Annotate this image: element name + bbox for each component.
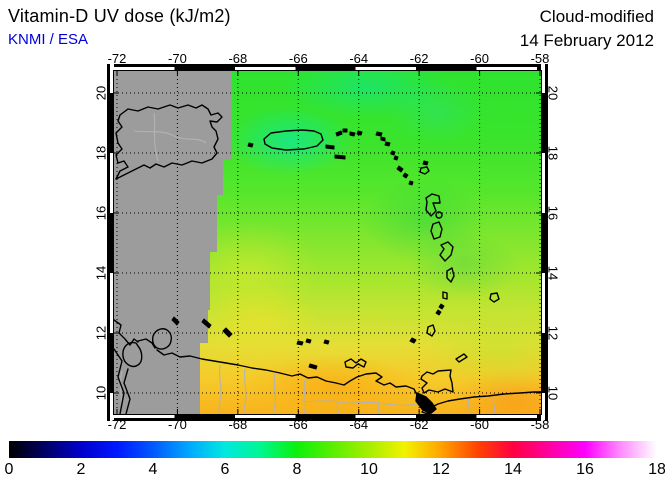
map-frame-top bbox=[107, 64, 548, 71]
puerto-rico-coast bbox=[263, 129, 324, 151]
grenada-coast bbox=[426, 324, 436, 337]
lon-label: -58 bbox=[530, 51, 550, 66]
trinidad-coast bbox=[420, 369, 454, 394]
venezuela-coast bbox=[156, 349, 418, 396]
lat-label: 12 bbox=[93, 325, 109, 341]
lake-maracaibo bbox=[122, 341, 143, 368]
lon-label: -62 bbox=[409, 51, 429, 66]
source-credit: KNMI / ESA bbox=[8, 31, 89, 48]
colorbar-tick-label: 10 bbox=[360, 461, 378, 478]
colorbar-tick-label: 2 bbox=[76, 461, 86, 478]
colorbar-tick-label: 4 bbox=[148, 461, 158, 478]
lat-label: 16 bbox=[93, 205, 109, 221]
lon-label: -62 bbox=[409, 417, 429, 432]
lon-label: -64 bbox=[349, 51, 369, 66]
map-frame-bottom bbox=[107, 414, 548, 421]
lat-label: 16 bbox=[545, 205, 561, 221]
margarita-coast bbox=[344, 358, 367, 369]
page-title: Vitamin-D UV dose (kJ/m2) bbox=[8, 6, 231, 26]
guyana-coast bbox=[429, 391, 541, 409]
rivers-layer bbox=[119, 112, 496, 414]
lon-label: -68 bbox=[228, 51, 248, 66]
colorbar bbox=[9, 441, 657, 458]
colorbar-tick-label: 0 bbox=[4, 461, 14, 478]
lat-label: 20 bbox=[93, 85, 109, 101]
guadeloupe-coast bbox=[425, 193, 441, 217]
mainland-coast bbox=[114, 319, 139, 346]
barbados-coast bbox=[489, 292, 500, 303]
paraguana-peninsula bbox=[151, 328, 173, 350]
header-right: Cloud-modified 14 February 2012 bbox=[520, 5, 654, 53]
lon-label: -70 bbox=[168, 417, 187, 432]
lat-label: 14 bbox=[93, 265, 109, 281]
mode-label: Cloud-modified bbox=[539, 7, 654, 26]
lat-label: 18 bbox=[545, 145, 561, 161]
lon-label: -68 bbox=[228, 417, 248, 432]
lon-label: -66 bbox=[288, 51, 308, 66]
martinique-coast bbox=[439, 241, 454, 262]
lat-label: 20 bbox=[545, 85, 561, 101]
lon-label: -64 bbox=[349, 417, 369, 432]
lat-label: 10 bbox=[545, 385, 561, 401]
gridlines-layer bbox=[114, 71, 541, 414]
lon-label: -58 bbox=[530, 417, 550, 432]
lat-label: 18 bbox=[93, 145, 109, 161]
lon-label: -72 bbox=[107, 51, 127, 66]
lon-label: -60 bbox=[470, 417, 489, 432]
tobago-coast bbox=[455, 353, 468, 363]
lon-label: -70 bbox=[168, 51, 187, 66]
frame-ticks-layer bbox=[114, 71, 541, 414]
lat-label: 10 bbox=[93, 385, 109, 401]
colorbar-tick-label: 12 bbox=[432, 461, 450, 478]
map-area bbox=[113, 70, 542, 415]
lat-label: 12 bbox=[545, 325, 561, 341]
lat-label: 14 bbox=[545, 265, 561, 281]
map-overlay bbox=[114, 71, 541, 414]
colorbar-tick-label: 16 bbox=[576, 461, 594, 478]
dominica-coast bbox=[430, 221, 443, 240]
colorbar-tick-label: 8 bbox=[292, 461, 302, 478]
lon-label: -60 bbox=[470, 51, 489, 66]
colorbar-tick-label: 6 bbox=[220, 461, 230, 478]
colorbar-tick-label: 18 bbox=[648, 461, 665, 478]
map-frame-left bbox=[107, 64, 114, 421]
colorbar-tick-label: 14 bbox=[504, 461, 522, 478]
orinoco-delta bbox=[415, 392, 437, 414]
hispaniola-coast bbox=[115, 104, 223, 180]
map-frame-right bbox=[541, 64, 548, 421]
lon-label: -72 bbox=[107, 417, 127, 432]
date-label: 14 February 2012 bbox=[519, 31, 654, 50]
lon-label: -66 bbox=[288, 417, 308, 432]
coastlines-layer bbox=[114, 104, 541, 414]
